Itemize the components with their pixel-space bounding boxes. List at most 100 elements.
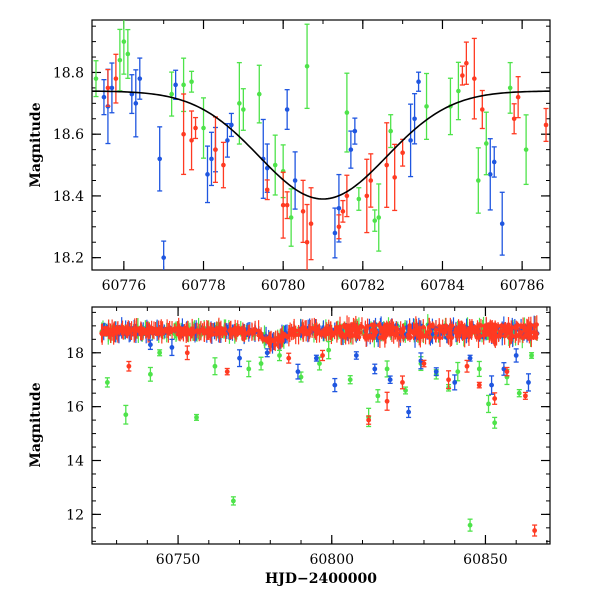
red-data-point <box>184 350 190 356</box>
blue-data-point <box>157 156 163 162</box>
green-data-point <box>344 110 350 115</box>
green-data-point <box>317 361 322 366</box>
green-data-point <box>212 363 218 369</box>
red-data-point <box>476 382 482 388</box>
band-data-point <box>368 333 373 338</box>
band-data-point <box>326 327 331 333</box>
red-data-point <box>366 417 372 423</box>
top-x-tick-label: 60778 <box>181 278 226 294</box>
green-data-point <box>492 420 498 426</box>
band-data-point <box>428 335 433 340</box>
band-data-point <box>365 323 370 329</box>
band-data-point <box>156 328 161 333</box>
blue-data-point <box>229 122 234 128</box>
blue-data-point <box>491 159 497 165</box>
blue-data-point <box>348 147 354 152</box>
red-data-point <box>113 76 119 81</box>
green-data-point <box>476 366 482 372</box>
red-data-point <box>308 221 314 227</box>
blue-data-point <box>148 342 153 348</box>
band-data-point <box>143 331 148 336</box>
green-data-point <box>298 374 304 380</box>
band-data-point <box>476 323 482 329</box>
band-data-point <box>391 331 396 337</box>
bottom-y-tick-label: 12 <box>66 507 84 523</box>
blue-data-point <box>406 409 412 415</box>
green-data-point <box>288 215 294 220</box>
top-y-axis-label: Magnitude <box>28 102 44 187</box>
bottom-panel: 60750 60800 60850 12 14 16 18 Magnitude HJD−24… <box>28 306 551 587</box>
band-data-point <box>482 332 487 338</box>
red-data-point <box>286 355 292 361</box>
band-data-point <box>433 327 439 333</box>
top-y-tick-label: 18.6 <box>53 127 84 143</box>
band-data-point <box>355 326 360 332</box>
band-data-point <box>222 326 228 332</box>
green-data-point <box>104 380 110 385</box>
top-x-tick-label: 60782 <box>341 278 386 294</box>
blue-data-point <box>526 380 531 385</box>
band-data-point <box>179 331 185 337</box>
band-data-point <box>275 337 280 342</box>
red-data-point <box>515 94 521 100</box>
top-y-tick-label: 18.8 <box>53 65 84 81</box>
band-data-point <box>437 335 443 341</box>
band-data-point <box>498 331 503 337</box>
band-data-point <box>346 323 352 328</box>
band-data-point <box>499 323 504 328</box>
bottom-x-tick-label: 60800 <box>309 552 354 568</box>
red-data-point <box>492 396 498 401</box>
blue-data-point <box>137 76 143 81</box>
bottom-data-points <box>99 314 540 537</box>
green-data-point <box>304 63 310 69</box>
green-data-point <box>347 377 353 383</box>
band-data-point <box>430 324 435 329</box>
band-data-point <box>121 330 126 335</box>
band-data-point <box>271 338 277 344</box>
red-data-point <box>193 125 198 131</box>
band-data-point <box>491 330 497 336</box>
band-data-point <box>197 330 202 335</box>
band-data-point <box>138 332 143 337</box>
band-data-point <box>202 329 207 334</box>
band-data-point <box>485 332 491 337</box>
red-data-point <box>304 239 310 245</box>
band-data-point <box>440 324 445 329</box>
band-data-point <box>469 330 474 335</box>
band-data-point <box>363 335 369 340</box>
band-data-point <box>401 325 406 331</box>
top-y-tick-label: 18.2 <box>53 251 84 267</box>
green-data-point <box>169 91 174 97</box>
red-data-point <box>224 369 230 375</box>
bottom-x-tick-label: 60750 <box>156 552 201 568</box>
green-data-point <box>230 498 236 504</box>
band-data-point <box>125 331 130 336</box>
red-data-point <box>384 398 390 404</box>
band-data-point <box>150 330 155 335</box>
red-data-point <box>504 369 510 375</box>
green-data-point <box>529 353 534 358</box>
green-data-point <box>476 178 481 183</box>
top-x-tick-label: 60780 <box>261 278 306 294</box>
red-data-point <box>221 162 226 168</box>
top-axis-ticks: 60776 60778 60780 60782 60784 60786 18.2 18.4 18… <box>53 20 550 294</box>
band-data-point <box>437 323 442 329</box>
band-data-point <box>287 329 293 335</box>
band-data-point <box>305 331 310 336</box>
green-data-point <box>467 522 473 528</box>
blue-data-point <box>264 350 270 356</box>
band-data-point <box>520 335 526 341</box>
band-data-point <box>232 326 238 332</box>
red-data-point <box>472 76 477 81</box>
red-data-point <box>421 361 427 366</box>
red-data-point <box>300 209 306 214</box>
band-data-point <box>183 332 189 337</box>
top-x-tick-label: 60784 <box>420 278 465 294</box>
band-data-point <box>476 335 481 340</box>
top-data-points <box>93 20 549 270</box>
blue-data-point <box>173 82 178 88</box>
band-data-point <box>529 335 534 340</box>
band-data-point <box>267 341 273 346</box>
band-data-point <box>421 324 426 330</box>
